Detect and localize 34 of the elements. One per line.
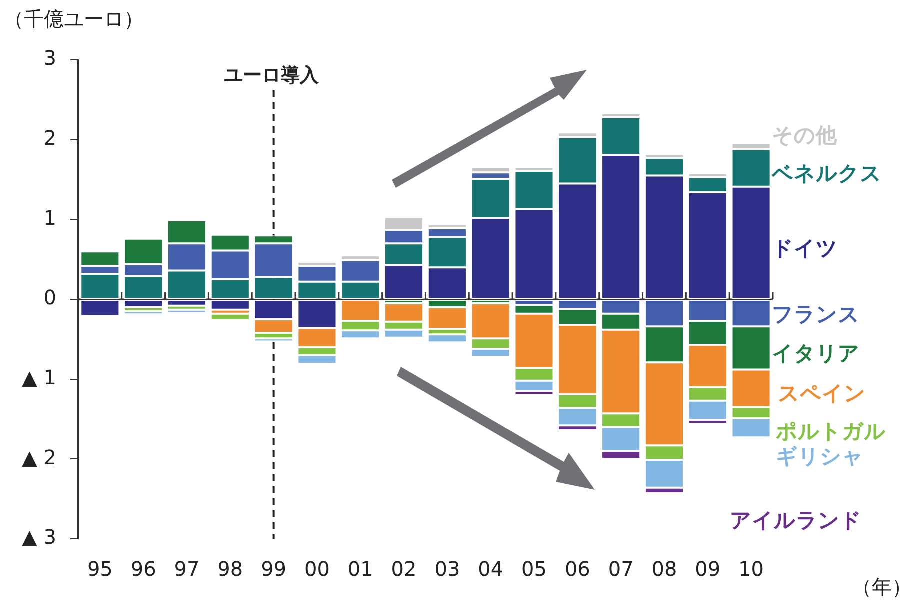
x-tick-label: 00 (304, 557, 330, 582)
series-label: フランス (772, 302, 860, 326)
x-tick-label: 07 (608, 557, 634, 582)
series-label: ギリシャ (776, 444, 864, 468)
x-tick-label: 99 (261, 557, 287, 582)
y-tick-label: ▲ 3 (22, 525, 56, 550)
text: アイルランド (730, 508, 862, 532)
series-label: ポルトガル (775, 419, 886, 444)
series-label: イタリア (772, 341, 860, 366)
x-tick-label: 97 (174, 557, 200, 582)
x-tick-label: 98 (218, 557, 244, 582)
y-tick-label: 0 (44, 286, 56, 310)
y-tick-label: 2 (44, 126, 56, 150)
x-tick-label: 10 (738, 557, 764, 582)
series-label: ベネルクス (771, 161, 882, 186)
x-tick-label: 02 (391, 557, 417, 582)
series-label: スペイン (778, 381, 866, 406)
x-tick-label: 01 (348, 557, 374, 582)
x-tick-label: 96 (130, 557, 156, 582)
y-tick-label: ▲ 1 (22, 366, 56, 390)
x-tick-label: 08 (652, 557, 678, 582)
x-tick-label: 09 (695, 557, 721, 582)
x-tick-label: 05 (522, 557, 547, 582)
x-tick-label: 06 (564, 557, 590, 582)
series-label: ドイツ (772, 236, 838, 260)
x-tick-label: 03 (434, 557, 460, 582)
y-tick-label: ▲ 2 (22, 445, 56, 470)
x-axis-title: （年） (852, 574, 911, 601)
y-axis-title: （千億ユーロ） (4, 6, 144, 33)
x-tick-label: 04 (478, 557, 504, 582)
x-tick-label: 95 (87, 557, 113, 582)
y-tick-label: 3 (44, 46, 56, 70)
y-tick-label: 1 (44, 206, 56, 230)
ref-line-label: ユーロ導入 (224, 64, 320, 86)
